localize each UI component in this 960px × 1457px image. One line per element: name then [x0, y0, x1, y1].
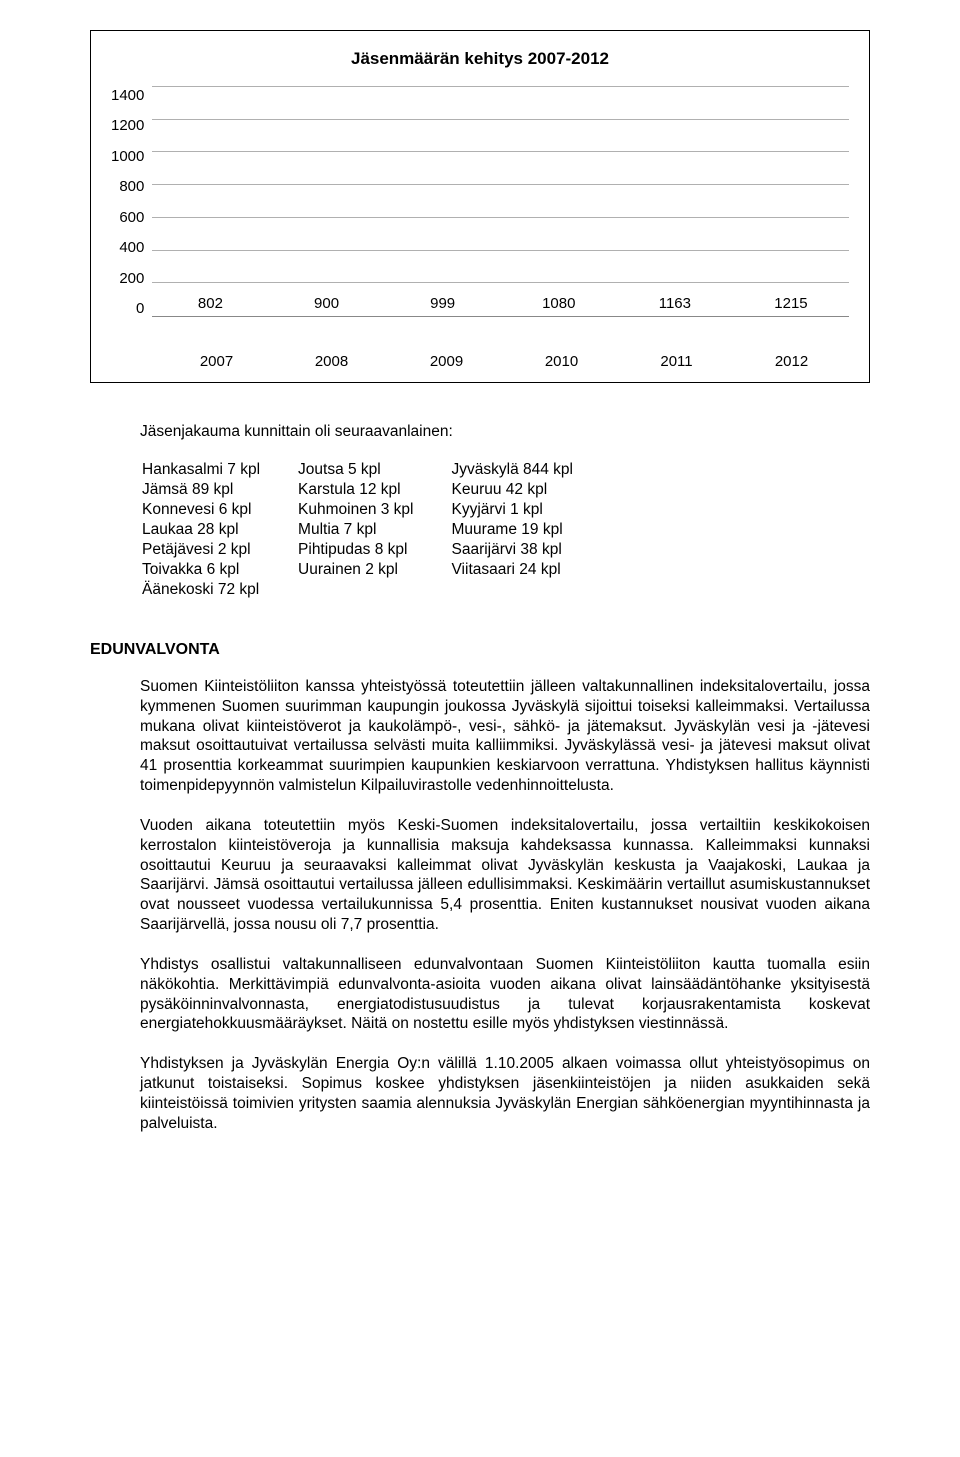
table-row: Konnevesi 6 kplKuhmoinen 3 kplKyyjärvi 1…	[142, 501, 609, 519]
y-tick: 600	[111, 209, 144, 226]
grid-line	[152, 282, 849, 283]
bar-wrap: 900	[268, 295, 384, 316]
x-tick: 2011	[619, 353, 734, 370]
y-tick: 1200	[111, 117, 144, 134]
y-tick: 0	[111, 300, 144, 317]
table-cell: Toivakka 6 kpl	[142, 561, 296, 579]
table-cell: Saarijärvi 38 kpl	[452, 541, 609, 559]
distribution-table: Hankasalmi 7 kplJoutsa 5 kplJyväskylä 84…	[140, 459, 611, 601]
table-row: Äänekoski 72 kpl	[142, 581, 609, 599]
table-cell: Multia 7 kpl	[298, 521, 449, 539]
grid-line	[152, 250, 849, 251]
chart-area: 1400 1200 1000 800 600 400 200 0 802 900 999 1080 1…	[111, 87, 849, 347]
bar-value-label: 1215	[774, 295, 807, 312]
bar-wrap: 1163	[617, 295, 733, 316]
table-cell: Kyyjärvi 1 kpl	[452, 501, 609, 519]
membership-chart: Jäsenmäärän kehitys 2007-2012 1400 1200 10…	[90, 30, 870, 383]
x-tick: 2012	[734, 353, 849, 370]
table-cell: Hankasalmi 7 kpl	[142, 461, 296, 479]
table-cell: Viitasaari 24 kpl	[452, 561, 609, 579]
bar-value-label: 999	[430, 295, 455, 312]
grid-line	[152, 119, 849, 120]
table-cell: Jämsä 89 kpl	[142, 481, 296, 499]
x-tick: 2009	[389, 353, 504, 370]
body-paragraph: Suomen Kiinteistöliiton kanssa yhteistyö…	[140, 677, 870, 796]
table-cell: Uurainen 2 kpl	[298, 561, 449, 579]
y-axis: 1400 1200 1000 800 600 400 200 0	[111, 87, 152, 317]
bar-wrap: 999	[385, 295, 501, 316]
y-tick: 200	[111, 270, 144, 287]
grid-line	[152, 151, 849, 152]
section-heading: EDUNVALVONTA	[90, 641, 870, 659]
x-tick: 2010	[504, 353, 619, 370]
x-axis-labels: 200720082009201020112012	[159, 353, 849, 370]
table-cell: Muurame 19 kpl	[452, 521, 609, 539]
table-cell: Jyväskylä 844 kpl	[452, 461, 609, 479]
grid-line	[152, 184, 849, 185]
table-cell	[298, 581, 449, 599]
table-row: Petäjävesi 2 kplPihtipudas 8 kplSaarijär…	[142, 541, 609, 559]
bar-value-label: 1163	[659, 295, 691, 312]
table-cell	[452, 581, 609, 599]
table-cell: Keuruu 42 kpl	[452, 481, 609, 499]
y-tick: 400	[111, 239, 144, 256]
y-tick: 1400	[111, 87, 144, 104]
body-text: Suomen Kiinteistöliiton kanssa yhteistyö…	[90, 677, 870, 1134]
x-tick: 2008	[274, 353, 389, 370]
plot-area: 802 900 999 1080 1163 1215	[152, 87, 849, 317]
bar-wrap: 1215	[733, 295, 849, 316]
bar-wrap: 1080	[501, 295, 617, 316]
chart-title: Jäsenmäärän kehitys 2007-2012	[111, 49, 849, 69]
grid-line	[152, 217, 849, 218]
body-paragraph: Yhdistyksen ja Jyväskylän Energia Oy:n v…	[140, 1054, 870, 1133]
body-paragraph: Yhdistys osallistui valtakunnalliseen ed…	[140, 955, 870, 1034]
table-cell: Konnevesi 6 kpl	[142, 501, 296, 519]
bar-value-label: 900	[314, 295, 339, 312]
table-row: Jämsä 89 kplKarstula 12 kplKeuruu 42 kpl	[142, 481, 609, 499]
grid-line	[152, 86, 849, 87]
table-cell: Karstula 12 kpl	[298, 481, 449, 499]
y-tick: 800	[111, 178, 144, 195]
body-paragraph: Vuoden aikana toteutettiin myös Keski-Su…	[140, 816, 870, 935]
x-tick: 2007	[159, 353, 274, 370]
intro-text: Jäsenjakauma kunnittain oli seuraavanlai…	[140, 423, 870, 441]
table-cell: Kuhmoinen 3 kpl	[298, 501, 449, 519]
bar-value-label: 802	[198, 295, 223, 312]
table-row: Hankasalmi 7 kplJoutsa 5 kplJyväskylä 84…	[142, 461, 609, 479]
table-cell: Pihtipudas 8 kpl	[298, 541, 449, 559]
table-cell: Petäjävesi 2 kpl	[142, 541, 296, 559]
table-row: Toivakka 6 kplUurainen 2 kplViitasaari 2…	[142, 561, 609, 579]
table-cell: Laukaa 28 kpl	[142, 521, 296, 539]
table-cell: Äänekoski 72 kpl	[142, 581, 296, 599]
y-tick: 1000	[111, 148, 144, 165]
bar-wrap: 802	[152, 295, 268, 316]
bar-value-label: 1080	[542, 295, 575, 312]
table-cell: Joutsa 5 kpl	[298, 461, 449, 479]
table-row: Laukaa 28 kplMultia 7 kplMuurame 19 kpl	[142, 521, 609, 539]
